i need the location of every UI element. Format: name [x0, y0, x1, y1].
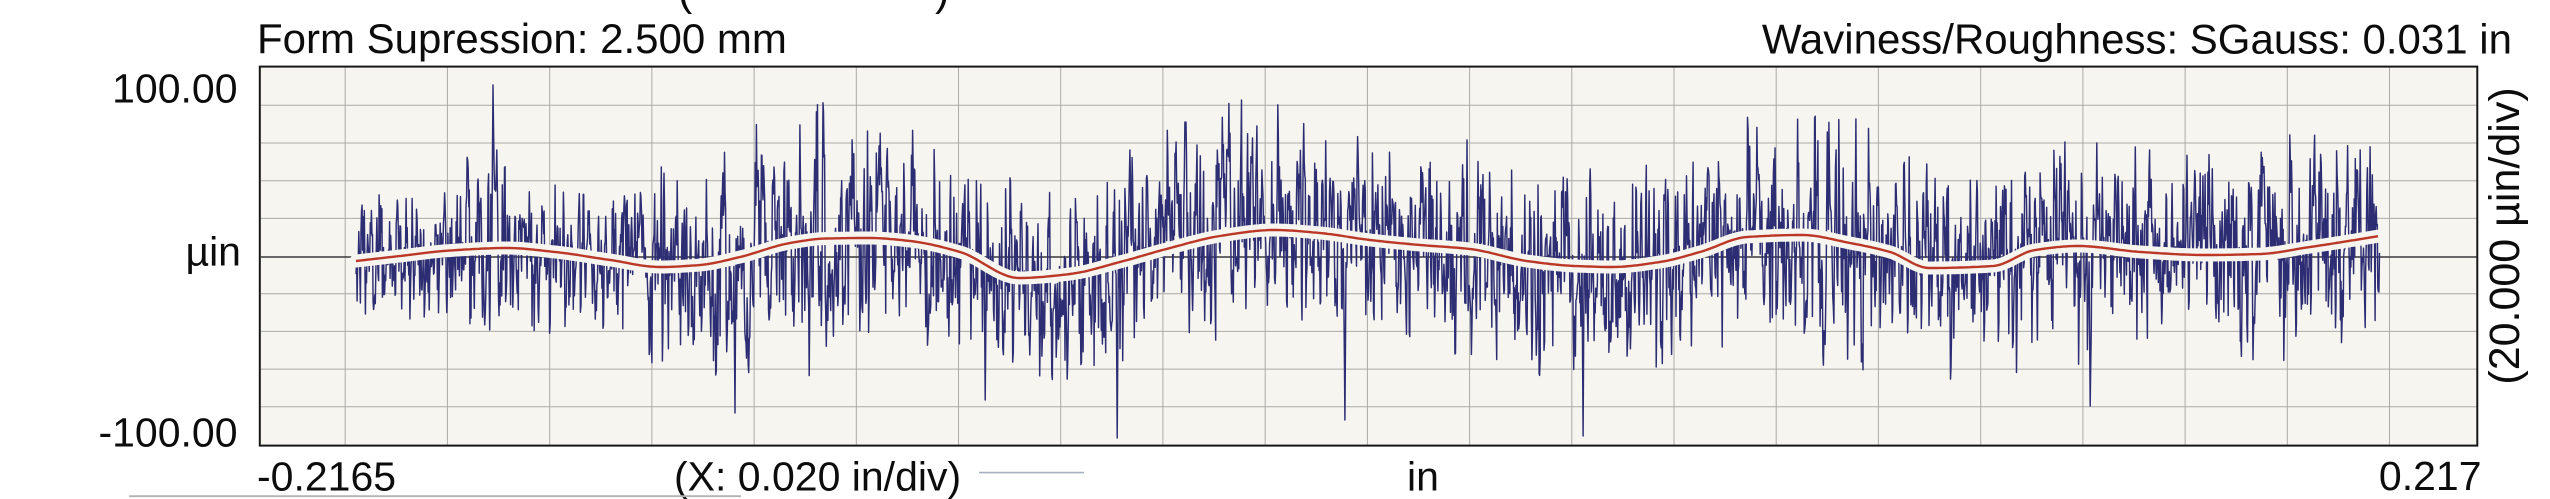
- svg-text:µin: µin: [185, 229, 241, 275]
- svg-text:(: (: [678, 0, 693, 15]
- svg-text:): ): [935, 0, 949, 15]
- svg-text:Form Supression: 2.500 mm: Form Supression: 2.500 mm: [257, 15, 787, 62]
- svg-text:100.00: 100.00: [112, 66, 237, 112]
- svg-text:-100.00: -100.00: [98, 409, 237, 455]
- svg-text:-0.2165: -0.2165: [257, 454, 396, 499]
- svg-text:0.217: 0.217: [2379, 453, 2482, 499]
- svg-text:in: in: [1407, 454, 1439, 499]
- svg-text:Waviness/Roughness: SGauss: 0.: Waviness/Roughness: SGauss: 0.031 in: [1762, 15, 2512, 62]
- svg-text:(20.000 µin/div): (20.000 µin/div): [2481, 87, 2529, 384]
- svg-text:(X: 0.020 in/div): (X: 0.020 in/div): [674, 454, 961, 499]
